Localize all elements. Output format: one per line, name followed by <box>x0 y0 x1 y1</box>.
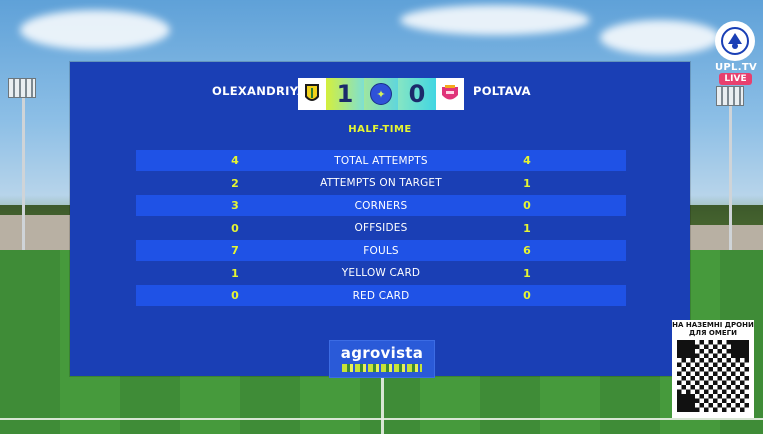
olexandriya-crest-icon <box>298 78 326 110</box>
poltava-crest-icon <box>436 78 464 110</box>
halfway-line <box>381 376 384 434</box>
stat-label: TOTAL ATTEMPTS <box>334 154 428 167</box>
cloud <box>600 20 720 55</box>
match-status: HALF-TIME <box>348 124 412 135</box>
away-stat-value: 4 <box>523 154 531 167</box>
qr-title: НА НАЗЕМНІ ДРОНИ ДЛЯ ОМЕГИ <box>672 321 754 337</box>
away-stat-value: 0 <box>523 199 531 212</box>
home-stat-value: 4 <box>231 154 239 167</box>
qr-card[interactable]: НА НАЗЕМНІ ДРОНИ ДЛЯ ОМЕГИ <box>672 320 754 418</box>
stats-table: 4 TOTAL ATTEMPTS 4 2 ATTEMPTS ON TARGET … <box>136 150 626 308</box>
home-stat-value: 2 <box>231 176 239 190</box>
home-stat-value: 3 <box>231 199 239 212</box>
stat-label: YELLOW CARD <box>341 267 421 279</box>
stat-label: OFFSIDES <box>354 222 408 234</box>
ball-icon: ✦ <box>370 83 392 105</box>
home-stat-value: 0 <box>231 221 239 235</box>
home-stat-value: 0 <box>231 289 239 302</box>
away-score: 0 <box>398 78 436 110</box>
stat-row: 4 TOTAL ATTEMPTS 4 <box>136 150 626 171</box>
stand-left <box>0 215 70 250</box>
stat-row: 7 FOULS 6 <box>136 240 626 261</box>
sponsor-name: agrovista <box>340 344 424 362</box>
center-badge: ✦ <box>364 78 398 110</box>
sponsor-tagline-pattern <box>342 364 422 372</box>
stat-row: 0 OFFSIDES 1 <box>136 217 626 239</box>
away-stat-value: 1 <box>523 221 531 235</box>
stat-label: FOULS <box>363 244 399 257</box>
home-team-name: OLEXANDRIYA <box>212 84 307 98</box>
stat-row: 1 YELLOW CARD 1 <box>136 262 626 284</box>
away-stat-value: 1 <box>523 176 531 190</box>
away-stat-value: 0 <box>523 289 531 302</box>
home-stat-value: 1 <box>231 266 239 280</box>
stat-row: 2 ATTEMPTS ON TARGET 1 <box>136 172 626 194</box>
score-box: 1 ✦ 0 <box>298 78 464 110</box>
floodlight-pole <box>729 96 732 250</box>
floodlight <box>8 78 36 98</box>
cloud <box>400 5 590 35</box>
upl-logo-icon <box>715 21 755 61</box>
sponsor-badge: agrovista <box>329 340 435 378</box>
stat-label: CORNERS <box>354 199 408 212</box>
floodlight-pole <box>22 90 25 250</box>
stand-right <box>690 225 763 250</box>
cloud <box>20 10 170 50</box>
stat-row: 0 RED CARD 0 <box>136 285 626 306</box>
stat-row: 3 CORNERS 0 <box>136 195 626 216</box>
away-team-name: POLTAVA <box>473 84 531 98</box>
broadcaster-name: UPL.TV <box>715 62 757 73</box>
away-stat-value: 6 <box>523 244 531 257</box>
qr-code[interactable] <box>677 340 749 412</box>
stat-label: RED CARD <box>352 289 410 302</box>
floodlight <box>716 86 744 106</box>
stats-panel: OLEXANDRIYA 1 ✦ 0 POLT <box>70 62 690 378</box>
away-stat-value: 1 <box>523 266 531 280</box>
live-badge: LIVE <box>719 73 752 85</box>
home-stat-value: 7 <box>231 244 239 257</box>
stat-label: ATTEMPTS ON TARGET <box>320 177 442 189</box>
home-score: 1 <box>326 78 364 110</box>
touch-line <box>0 418 763 420</box>
